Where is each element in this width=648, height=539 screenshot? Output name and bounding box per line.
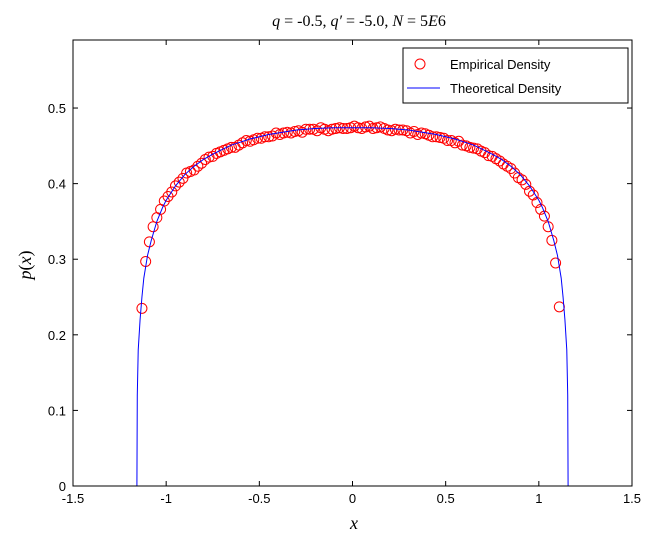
y-tick-label: 0.2: [48, 328, 66, 343]
legend-label-theoretical: Theoretical Density: [450, 81, 562, 96]
y-tick-label: 0.3: [48, 252, 66, 267]
data-layer: [136, 120, 569, 487]
empirical-point: [434, 132, 446, 144]
y-tick-label: 0.4: [48, 177, 66, 192]
empirical-point: [430, 131, 442, 143]
empirical-point: [456, 139, 468, 151]
empirical-point: [494, 155, 506, 167]
x-axis-label: x: [349, 513, 358, 533]
empirical-point: [427, 131, 439, 143]
empirical-point: [166, 186, 178, 198]
empirical-point: [550, 257, 562, 269]
x-tick-label: 0.5: [437, 491, 455, 506]
empirical-point: [360, 121, 372, 133]
empirical-point: [520, 178, 532, 190]
x-tick-label: 1: [535, 491, 542, 506]
empirical-point: [169, 180, 181, 192]
x-tick-label: -1.5: [62, 491, 84, 506]
empirical-point: [382, 124, 394, 136]
empirical-point: [173, 176, 185, 188]
empirical-point: [240, 135, 252, 147]
empirical-point: [147, 221, 159, 233]
theoretical-density-line: [136, 127, 569, 487]
empirical-point: [192, 160, 204, 172]
legend-label-empirical: Empirical Density: [450, 57, 551, 72]
empirical-point: [326, 123, 338, 135]
y-axis-label: p(x): [15, 251, 36, 282]
empirical-point: [266, 130, 278, 142]
x-tick-label: 0: [349, 491, 356, 506]
legend-box: [402, 47, 629, 104]
empirical-point: [464, 141, 476, 153]
x-tick-label: 1.5: [623, 491, 641, 506]
y-tick-label: 0.5: [48, 101, 66, 116]
empirical-point: [337, 122, 349, 134]
empirical-point: [263, 131, 275, 143]
empirical-point: [341, 122, 353, 134]
axis-ticks: -1.5 -1 -0.5 0 0.5 1 1.5 0 0.1 0.2 0.3 0.4 0.5: [48, 40, 641, 506]
y-tick-label: 0: [59, 479, 66, 494]
chart-title: q = -0.5, q′ = -5.0, N = 5E6: [272, 13, 446, 30]
empirical-point: [330, 122, 342, 134]
legend: Empirical Density Theoretical Density: [402, 47, 629, 104]
x-tick-label: -0.5: [248, 491, 270, 506]
empirical-point: [442, 135, 454, 147]
empirical-point: [136, 302, 148, 314]
empirical-point: [196, 157, 208, 169]
empirical-point: [483, 150, 495, 162]
legend-marker-empirical: [414, 58, 426, 70]
empirical-point: [296, 126, 308, 138]
empirical-point: [468, 142, 480, 154]
y-tick-label: 0.1: [48, 403, 66, 418]
empirical-point: [188, 164, 200, 176]
x-tick-label: -1: [160, 491, 172, 506]
empirical-point: [311, 125, 323, 137]
axes-frame: [72, 39, 633, 487]
